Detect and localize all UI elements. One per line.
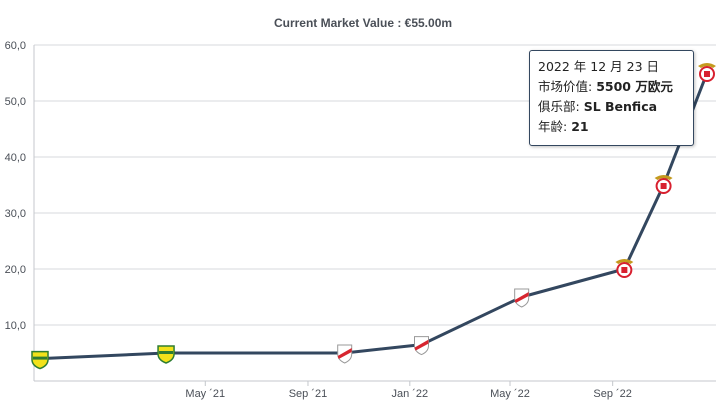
- tooltip-value: 5500 万欧元: [596, 79, 673, 94]
- tooltip-age-value: 21: [571, 119, 589, 134]
- y-tick-label: 30,0: [5, 208, 26, 220]
- x-tick-label: Jan ´22: [391, 388, 428, 400]
- club-badge-marker[interactable]: [514, 288, 530, 308]
- grid-lines: [33, 44, 716, 382]
- club-badge-marker[interactable]: [157, 345, 175, 364]
- tooltip-value-label: 市场价值:: [538, 79, 593, 94]
- tooltip-club-name: SL Benfica: [583, 99, 658, 114]
- club-badge-marker[interactable]: [31, 350, 49, 370]
- club-badge-marker[interactable]: [654, 175, 673, 194]
- x-tick-label: Sep ´21: [289, 388, 328, 400]
- market-value-series: [39, 72, 709, 361]
- club-badge-marker[interactable]: [698, 63, 716, 82]
- x-axis-ticks: May ´21 Sep ´21 Jan ´22 May ´22 Sep ´22: [185, 381, 632, 400]
- y-tick-label: 60,0: [5, 40, 26, 52]
- tooltip-market-value: 市场价值: 5500 万欧元: [538, 77, 685, 97]
- y-tick-label: 50,0: [5, 96, 26, 108]
- value-tooltip: 2022 年 12 月 23 日 市场价值: 5500 万欧元 俱乐部: SL …: [529, 50, 694, 146]
- tooltip-club: 俱乐部: SL Benfica: [538, 97, 685, 117]
- tooltip-age: 年龄: 21: [538, 117, 685, 137]
- tooltip-age-label: 年龄:: [538, 119, 568, 134]
- tooltip-club-label: 俱乐部:: [538, 99, 580, 114]
- x-tick-label: May ´22: [490, 388, 530, 400]
- y-axis-ticks: 10,0 20,0 30,0 40,0 50,0 60,0: [5, 40, 26, 332]
- club-badge-marker[interactable]: [337, 344, 353, 364]
- club-markers: [31, 63, 716, 370]
- club-badge-marker[interactable]: [414, 336, 430, 356]
- tooltip-date: 2022 年 12 月 23 日: [538, 59, 659, 74]
- y-tick-label: 10,0: [5, 320, 26, 332]
- x-tick-label: May ´21: [185, 388, 225, 400]
- club-badge-marker[interactable]: [615, 259, 634, 278]
- chart-title: Current Market Value : €55.00m: [273, 16, 453, 30]
- series-line: [39, 72, 709, 361]
- y-tick-label: 20,0: [5, 264, 26, 276]
- y-tick-label: 40,0: [5, 152, 26, 164]
- x-tick-label: Sep ´22: [593, 388, 632, 400]
